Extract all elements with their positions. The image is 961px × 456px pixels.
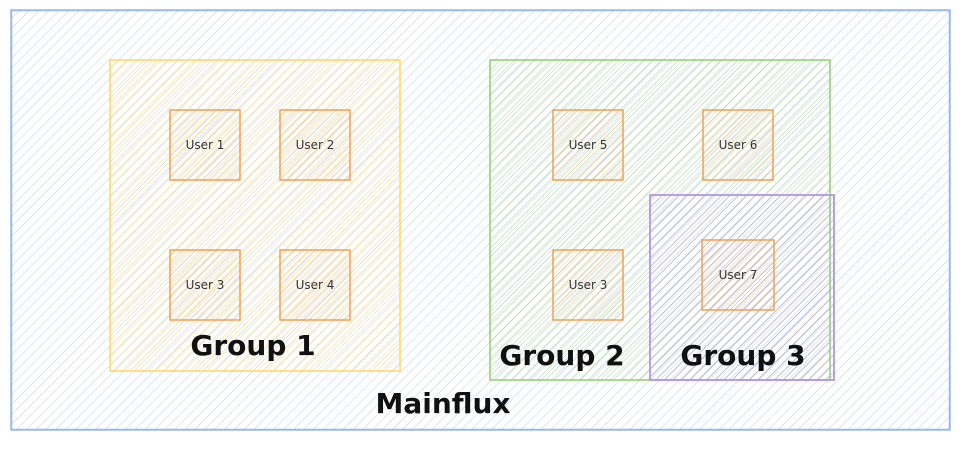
user-label: User 1 <box>186 138 225 152</box>
user-box-2: User 2 <box>279 109 351 181</box>
user-label: User 3 <box>186 278 225 292</box>
user-label: User 3 <box>569 278 608 292</box>
user-box-group2-user-3: User 3 <box>552 249 624 321</box>
user-box-5: User 5 <box>552 109 624 181</box>
group-1-label: Group 1 <box>190 329 315 362</box>
user-label: User 4 <box>296 278 335 292</box>
mainflux-title: Mainflux <box>375 387 510 420</box>
user-box-6: User 6 <box>702 109 774 181</box>
user-box-3: User 3 <box>169 249 241 321</box>
user-label: User 7 <box>719 268 758 282</box>
group-3-label: Group 3 <box>680 339 805 372</box>
user-label: User 2 <box>296 138 335 152</box>
group-1-box <box>109 59 401 372</box>
user-label: User 5 <box>569 138 608 152</box>
user-box-1: User 1 <box>169 109 241 181</box>
user-box-7: User 7 <box>701 239 775 311</box>
user-label: User 6 <box>719 138 758 152</box>
group-2-label: Group 2 <box>499 339 624 372</box>
user-box-4: User 4 <box>279 249 351 321</box>
